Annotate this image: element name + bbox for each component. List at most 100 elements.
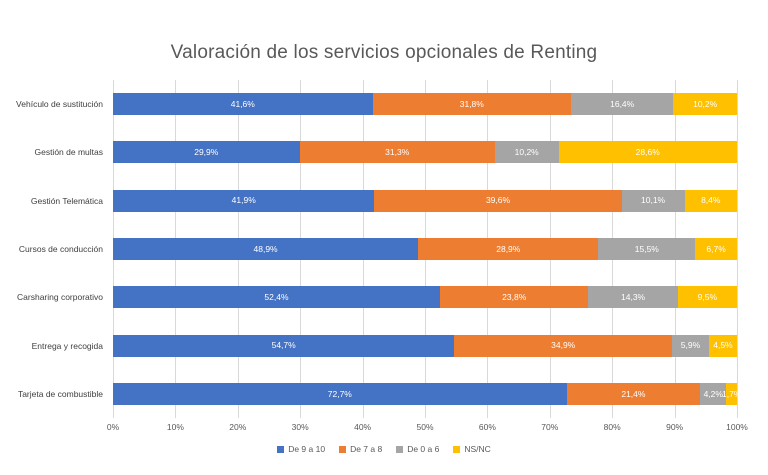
data-label: 39,6% — [485, 195, 511, 206]
legend-swatch-icon — [453, 445, 461, 453]
bar-row: 54,7% 34,9% 5,9% 4,5% — [113, 321, 737, 369]
bar-segment: 52,4% — [113, 286, 440, 309]
data-label: 10,1% — [641, 195, 666, 206]
legend-label: De 9 a 10 — [288, 444, 326, 454]
bar-segment: 8,4% — [684, 189, 737, 212]
data-label: 4,5% — [713, 340, 733, 351]
bar-segment: 28,6% — [558, 141, 737, 164]
x-tick-label: 20% — [229, 422, 247, 432]
stacked-bar: 72,7% 21,4% 4,2% 1,7% — [113, 382, 741, 405]
bars-layer: 41,6% 31,8% 16,4% 10,2% 29,9% 31,3% 10,2% 28,6%… — [113, 80, 741, 418]
category-label: Entrega y recogida — [31, 340, 103, 351]
x-tick-label: 60% — [478, 422, 496, 432]
stacked-bar: 48,9% 28,9% 15,5% 6,7% — [113, 237, 737, 260]
legend-swatch-icon — [396, 445, 404, 453]
legend-item: De 9 a 10 — [277, 444, 325, 454]
bar-segment: 5,9% — [672, 334, 709, 357]
data-label: 14,3% — [621, 292, 646, 303]
data-label: 9,5% — [697, 292, 717, 303]
legend-swatch-icon — [277, 445, 285, 453]
stacked-bar: 54,7% 34,9% 5,9% 4,5% — [113, 334, 737, 357]
category-axis: Vehículo de sustitución Gestión de multas… — [0, 80, 107, 418]
bar-segment: 6,7% — [695, 237, 737, 260]
chart-title: Valoración de los servicios opcionales d… — [170, 42, 598, 63]
legend-swatch-icon — [339, 445, 347, 453]
x-tick-label: 90% — [666, 422, 684, 432]
bar-segment: 41,9% — [113, 189, 375, 212]
stacked-bar: 52,4% 23,8% 14,3% 9,5% — [113, 286, 737, 309]
data-label: 48,9% — [253, 243, 278, 254]
x-tick-label: 50% — [416, 422, 434, 432]
data-label: 21,4% — [621, 388, 646, 399]
category-label: Gestión de multas — [34, 147, 103, 158]
stacked-bar: 29,9% 31,3% 10,2% 28,6% — [113, 141, 737, 164]
legend-label: De 7 a 8 — [350, 444, 383, 454]
bar-segment: 15,5% — [598, 237, 696, 260]
data-label: 28,6% — [635, 147, 660, 158]
bar-row: 52,4% 23,8% 14,3% 9,5% — [113, 273, 737, 321]
plot-area: 41,6% 31,8% 16,4% 10,2% 29,9% 31,3% 10,2% 28,6%… — [113, 80, 741, 418]
x-tick-label: 80% — [603, 422, 621, 432]
data-label: 31,8% — [459, 98, 484, 109]
legend-label: NS/NC — [464, 444, 491, 454]
bar-segment: 34,9% — [454, 334, 673, 357]
bar-row: 41,9% 39,6% 10,1% 8,4% — [113, 177, 737, 225]
bar-row: 48,9% 28,9% 15,5% 6,7% — [113, 225, 737, 273]
data-label: 10,2% — [514, 147, 539, 158]
data-label: 41,6% — [230, 98, 255, 109]
bar-segment: 31,8% — [372, 93, 571, 116]
bar-segment: 10,2% — [673, 93, 737, 116]
bar-segment: 72,7% — [113, 382, 567, 405]
bar-segment: 48,9% — [113, 237, 419, 260]
bar-segment: 4,5% — [708, 334, 737, 357]
data-label: 6,7% — [706, 243, 726, 254]
data-label: 54,7% — [271, 340, 296, 351]
bar-segment: 1,7% — [722, 382, 741, 405]
data-label: 52,4% — [264, 292, 289, 303]
legend-item: NS/NC — [453, 444, 491, 454]
x-tick-label: 0% — [106, 422, 120, 432]
data-label: 23,8% — [502, 292, 527, 303]
data-label: 4,2% — [703, 388, 723, 399]
data-label: 41,9% — [231, 195, 256, 206]
bar-segment: 4,2% — [700, 382, 727, 405]
data-label: 31,3% — [385, 147, 410, 158]
x-tick-label: 100% — [726, 422, 748, 432]
legend-item: De 0 a 6 — [396, 444, 439, 454]
bar-segment: 39,6% — [374, 189, 622, 212]
data-label: 29,9% — [194, 147, 219, 158]
data-label: 8,4% — [701, 195, 721, 206]
x-axis: 0% 10% 20% 30% 40% 50% 60% 70% 80% 90% 100% — [107, 422, 748, 436]
bar-segment: 28,9% — [418, 237, 599, 260]
bar-segment: 16,4% — [571, 93, 674, 116]
x-tick-label: 40% — [354, 422, 372, 432]
bar-segment: 54,7% — [113, 334, 455, 357]
data-label: 1,7% — [721, 388, 742, 399]
bar-segment: 41,6% — [113, 93, 373, 116]
bar-segment: 9,5% — [677, 286, 737, 309]
x-tick-label: 30% — [291, 422, 309, 432]
bar-segment: 10,1% — [621, 189, 685, 212]
x-tick-label: 10% — [166, 422, 184, 432]
bar-row: 29,9% 31,3% 10,2% 28,6% — [113, 128, 737, 176]
legend: De 9 a 10 De 7 a 8 De 0 a 6 NS/NC — [0, 444, 768, 454]
bar-row: 41,6% 31,8% 16,4% 10,2% — [113, 80, 737, 128]
data-label: 5,9% — [680, 340, 701, 351]
category-label: Vehículo de sustitución — [16, 99, 103, 110]
data-label: 16,4% — [610, 98, 635, 109]
category-label: Carsharing corporativo — [17, 292, 103, 303]
bar-segment: 23,8% — [439, 286, 589, 309]
bar-segment: 31,3% — [299, 141, 495, 164]
bar-row: 72,7% 21,4% 4,2% 1,7% — [113, 370, 741, 418]
data-label: 72,7% — [327, 388, 352, 399]
legend-label: De 0 a 6 — [407, 444, 440, 454]
data-label: 15,5% — [634, 243, 659, 254]
data-label: 10,2% — [693, 98, 718, 109]
data-label: 28,9% — [496, 243, 521, 254]
category-label: Tarjeta de combustible — [17, 388, 103, 399]
bar-segment: 29,9% — [113, 141, 300, 164]
category-label: Cursos de conducción — [18, 243, 103, 254]
bar-segment: 21,4% — [566, 382, 701, 405]
x-tick-label: 70% — [541, 422, 559, 432]
